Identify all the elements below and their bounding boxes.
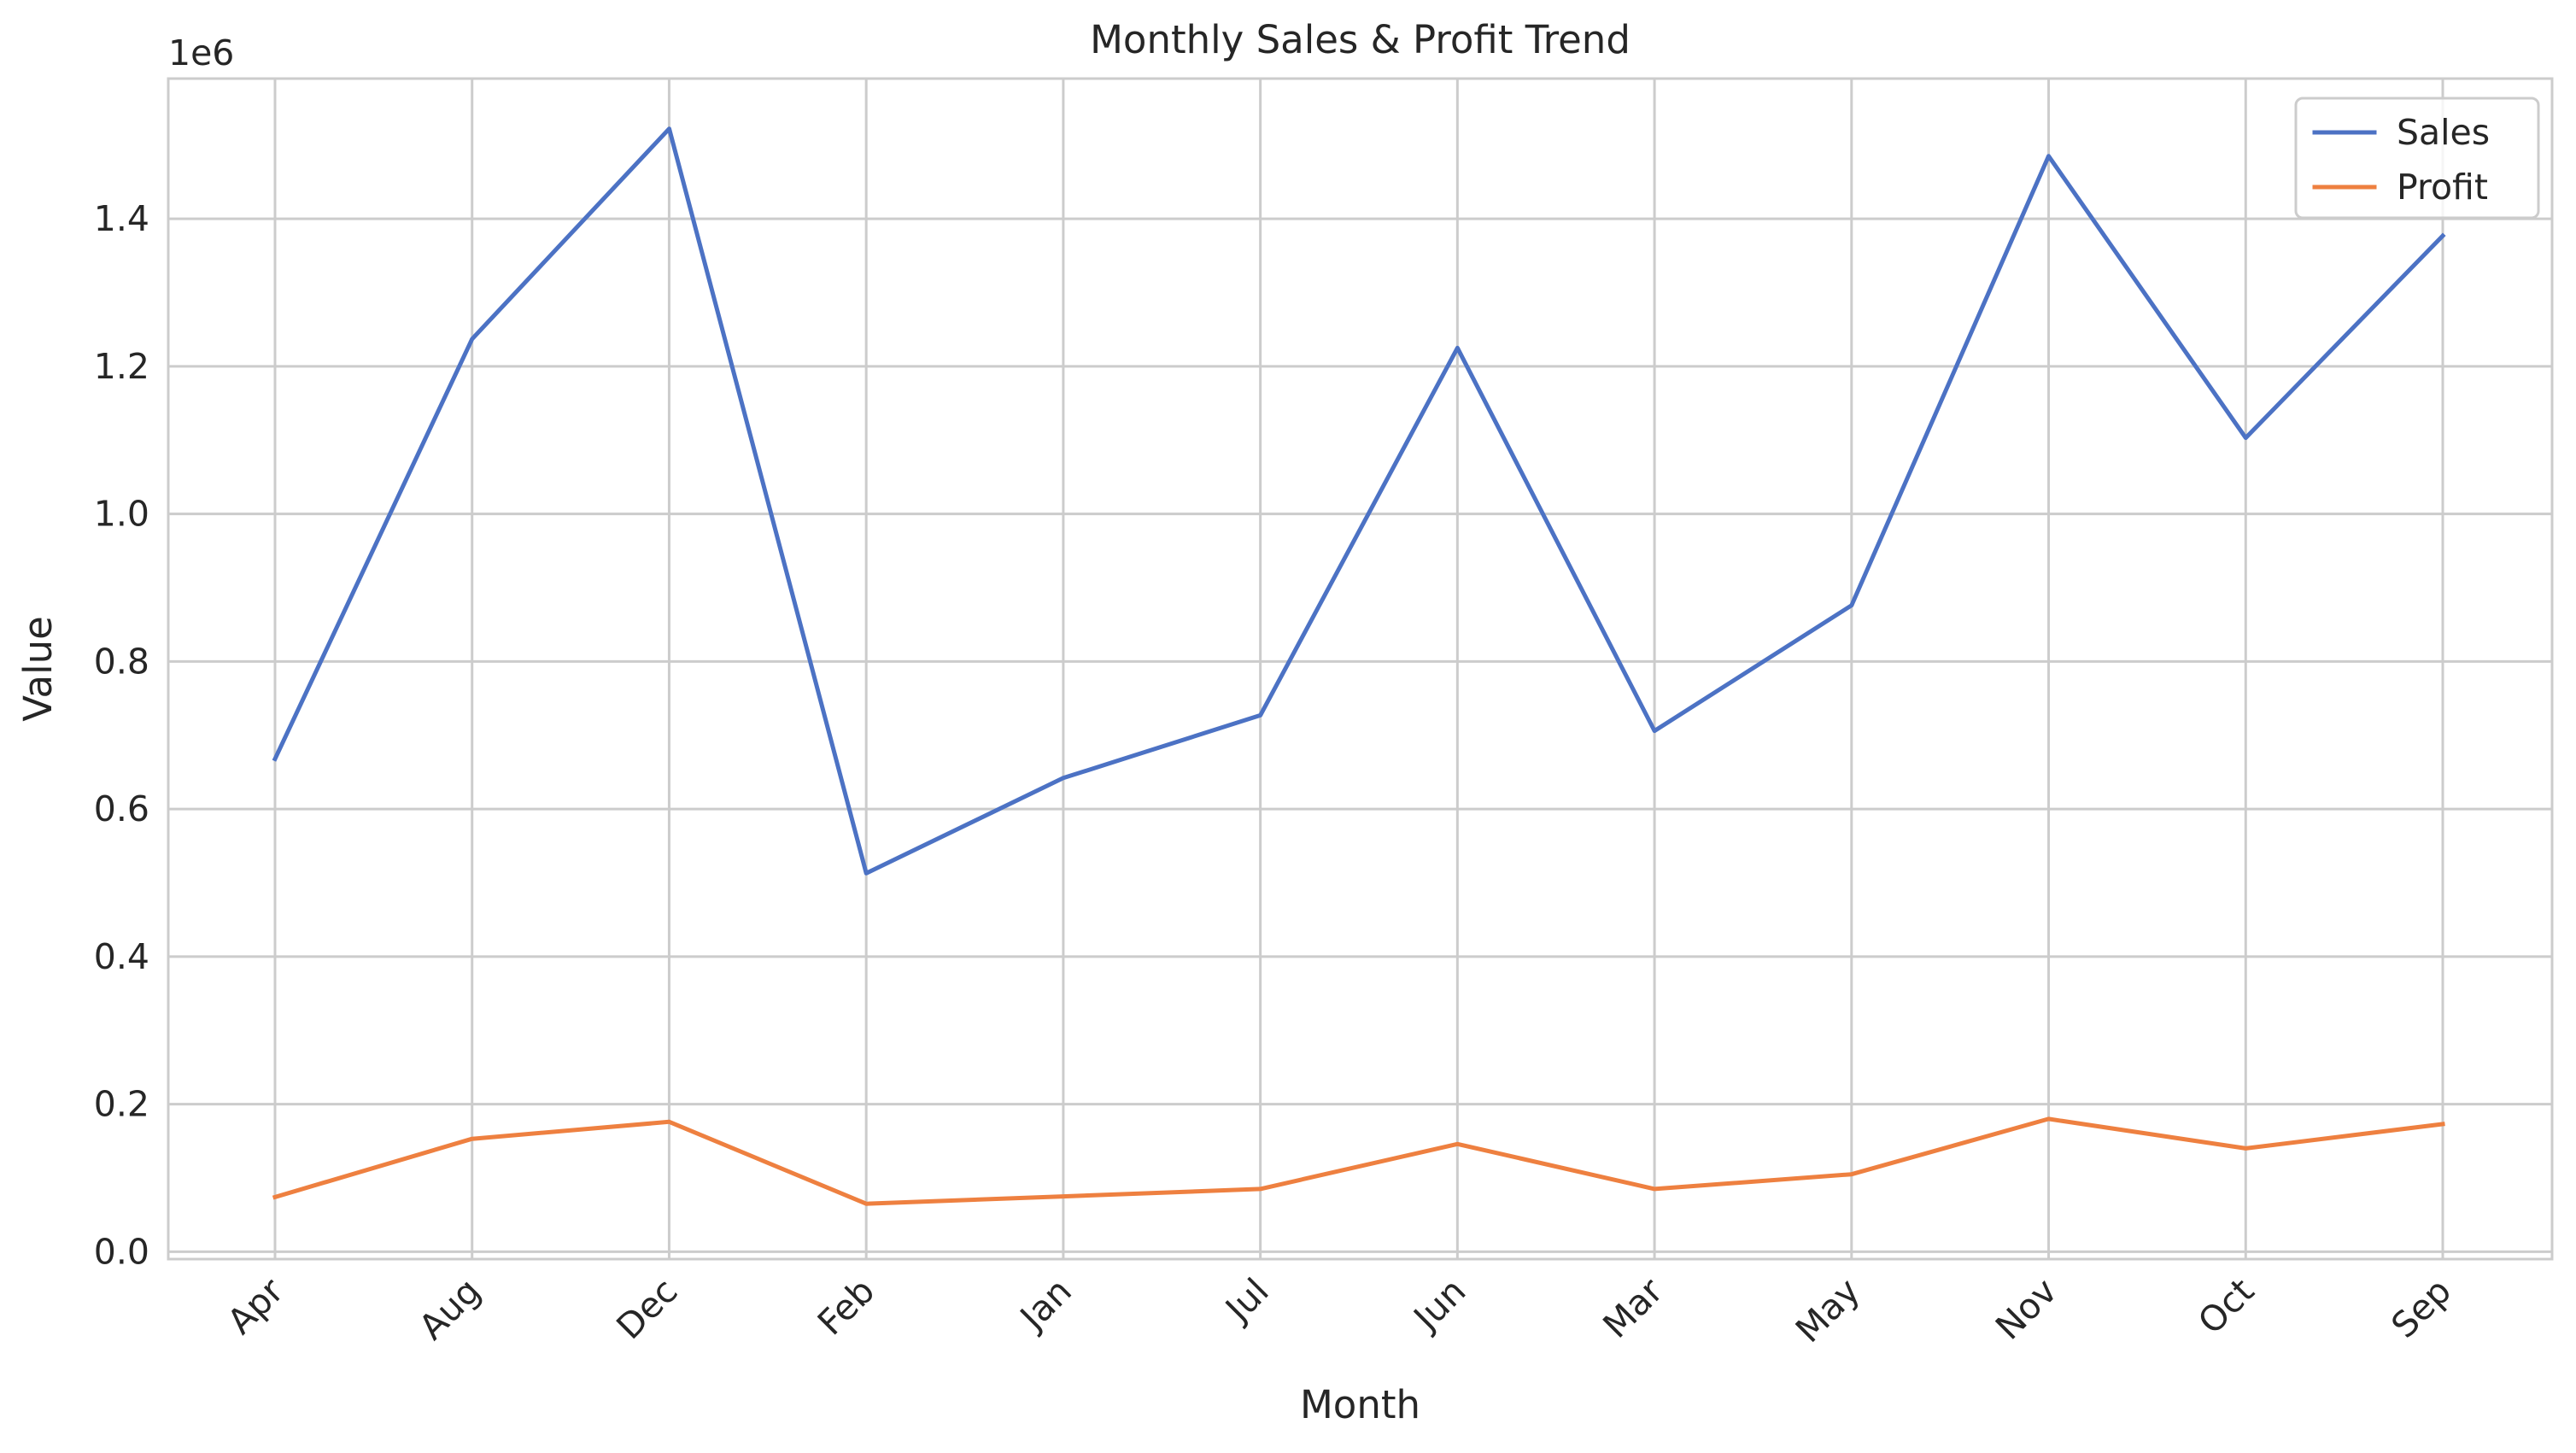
x-axis-label: Month [1300,1382,1420,1427]
y-tick-label: 1.4 [94,198,149,239]
x-tick-label: Apr [220,1270,291,1342]
y-tick-label: 0.8 [94,641,149,682]
chart-title: Monthly Sales & Profit Trend [1090,17,1630,62]
x-tick-label: Oct [2190,1270,2262,1342]
x-tick-label: Nov [1988,1270,2065,1348]
y-tick-label: 0.0 [94,1231,149,1272]
x-tick-label: May [1788,1270,1868,1350]
legend-label-profit: Profit [2397,167,2488,208]
y-offset-label: 1e6 [168,32,234,73]
x-tick-label: Dec [608,1270,685,1347]
x-tick-label: Feb [810,1270,882,1343]
legend-label-sales: Sales [2397,112,2490,153]
y-axis-label: Value [15,616,61,722]
y-tick-label: 0.6 [94,788,149,829]
y-tick-label: 0.4 [94,936,149,977]
y-tick-label: 1.2 [94,346,149,387]
y-tick-label: 0.2 [94,1084,149,1125]
x-tick-label: Jun [1404,1270,1473,1339]
series-line-sales [272,126,2446,876]
x-tick-label: Jan [1010,1270,1080,1339]
x-tick-label: Jul [1216,1270,1277,1331]
grid-lines [168,79,2552,1259]
y-tick-label: 1.0 [94,494,149,535]
series-layer [272,126,2446,1206]
x-axis-ticks: Apr Aug Dec Feb Jan Jul Jun Mar May Nov Oct Sep [220,1270,2459,1350]
legend: Sales Profit [2294,97,2540,220]
y-axis-ticks: 0.0 0.2 0.4 0.6 0.8 1.0 1.2 1.4 [94,198,149,1272]
x-tick-label: Mar [1595,1270,1671,1346]
plot-frame [167,77,2554,1261]
x-tick-label: Sep [2383,1270,2459,1346]
series-line-profit [272,1116,2445,1206]
x-tick-label: Aug [411,1270,489,1348]
